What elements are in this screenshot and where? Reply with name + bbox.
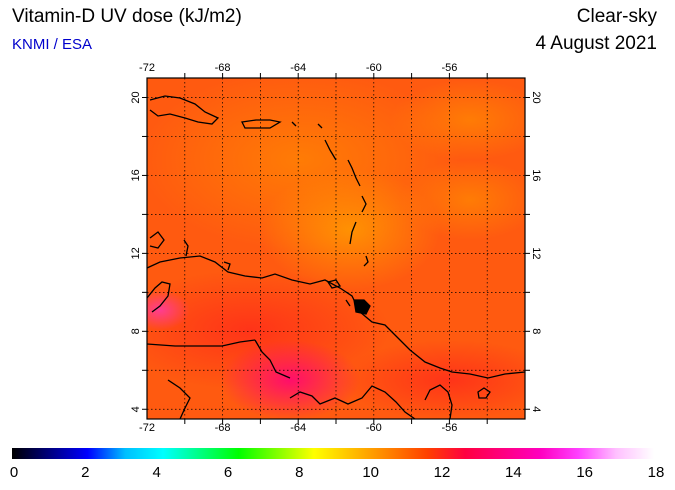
- lon-label-bottom: -68: [215, 422, 231, 434]
- condition-label: Clear-sky: [576, 6, 657, 27]
- lat-label-left: 12: [130, 247, 142, 259]
- map-title: Vitamin-D UV dose (kJ/m2): [12, 6, 242, 27]
- lon-label-bottom: -56: [441, 422, 457, 434]
- lon-label-bottom: -64: [290, 422, 306, 434]
- colorbar: [12, 448, 654, 459]
- credit-label: KNMI / ESA: [12, 36, 93, 53]
- colorbar-label: 16: [576, 464, 593, 481]
- lat-label-right: 16: [530, 169, 542, 181]
- colorbar-label: 10: [362, 464, 379, 481]
- uv-field: [147, 78, 525, 419]
- lon-label-bottom: -60: [366, 422, 382, 434]
- colorbar-label: 8: [295, 464, 304, 481]
- tick-marks: [142, 73, 530, 424]
- colorbar-label: 0: [9, 464, 19, 481]
- date-label: 4 August 2021: [535, 33, 658, 54]
- lat-label-right: 8: [530, 328, 542, 334]
- lon-label-bottom: -72: [139, 422, 155, 434]
- lon-label-top: -60: [366, 62, 382, 74]
- colorbar-label: 18: [647, 464, 665, 481]
- lon-label-top: -56: [441, 62, 457, 74]
- lat-label-left: 4: [130, 406, 142, 412]
- colorbar-label: 14: [504, 464, 522, 481]
- lat-label-right: 12: [530, 247, 542, 259]
- graticule: [147, 78, 525, 419]
- coastlines: [147, 95, 525, 419]
- lat-label-left: 16: [130, 169, 142, 181]
- lat-label-right: 20: [530, 91, 542, 103]
- colorbar-label: 4: [152, 464, 161, 481]
- lat-label-left: 20: [130, 91, 142, 103]
- colorbar-label: 12: [433, 464, 451, 481]
- lon-label-top: -64: [290, 62, 306, 74]
- lon-label-top: -72: [139, 62, 155, 74]
- tick-labels: -72 -72 -68 -68 -64 -64 -60 -60 -56 -56 20 20 16 16 12…: [130, 62, 542, 434]
- lon-label-top: -68: [215, 62, 231, 74]
- colorbar-label: 2: [81, 464, 90, 481]
- colorbar-label: 6: [223, 464, 233, 481]
- lat-label-right: 4: [530, 406, 542, 412]
- lat-label-left: 8: [130, 328, 142, 334]
